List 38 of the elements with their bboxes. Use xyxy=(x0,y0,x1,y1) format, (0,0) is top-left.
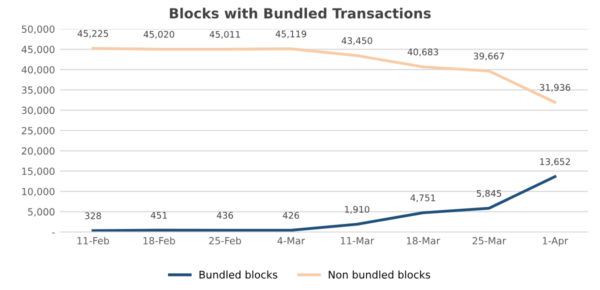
y-tick-label: 10,000 xyxy=(22,188,54,196)
y-tick-label: 45,000 xyxy=(22,46,54,54)
data-label: 45,119 xyxy=(276,30,306,38)
data-label: 4,751 xyxy=(410,194,436,202)
legend-label: Non bundled blocks xyxy=(328,270,430,279)
data-label: 426 xyxy=(282,212,300,219)
data-label: 436 xyxy=(216,212,234,219)
data-label: 45,011 xyxy=(210,30,240,39)
data-label: 13,652 xyxy=(540,158,570,166)
data-label: 5,845 xyxy=(476,190,502,198)
y-tick-label: 50,000 xyxy=(22,25,54,34)
data-label: 40,683 xyxy=(408,48,438,56)
data-label: 31,936 xyxy=(540,84,570,92)
data-label: 451 xyxy=(150,212,167,219)
x-tick-label: 18-Feb xyxy=(144,236,176,244)
x-tick-label: 1-Apr xyxy=(542,237,568,246)
legend-label: Bundled blocks xyxy=(200,270,278,279)
data-label: 1,910 xyxy=(345,206,370,214)
data-label: 39,667 xyxy=(474,52,504,60)
y-tick-label: 35,000 xyxy=(22,86,54,95)
data-label: 328 xyxy=(85,212,101,220)
y-tick-label: 20,000 xyxy=(22,147,54,156)
y-tick-label: 30,000 xyxy=(22,106,54,116)
y-tick-label: 5,000 xyxy=(28,208,54,217)
y-tick-label: 15,000 xyxy=(22,168,54,176)
x-tick-label: 11-Mar xyxy=(340,237,374,244)
x-tick-label: 11-Feb xyxy=(78,236,110,244)
x-tick-label: 25-Feb xyxy=(209,236,242,244)
y-tick-label: 25,000 xyxy=(22,126,54,136)
data-label: 45,225 xyxy=(78,30,108,38)
x-tick-label: 4-Mar xyxy=(277,237,306,244)
chart-title: Blocks with Bundled Transactions xyxy=(170,8,431,19)
data-label: 45,020 xyxy=(144,30,174,39)
data-label: 43,450 xyxy=(342,37,372,46)
y-tick-label: - xyxy=(52,232,55,234)
x-tick-label: 18-Mar xyxy=(406,237,440,244)
x-tick-label: 25-Mar xyxy=(472,237,506,244)
y-tick-label: 40,000 xyxy=(22,66,54,74)
